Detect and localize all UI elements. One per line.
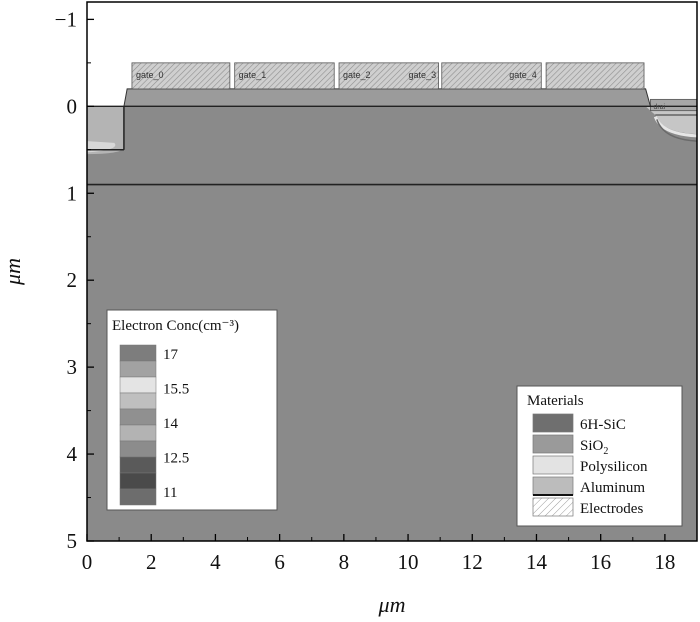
conc-label: 17 [163,347,179,363]
x-tick-label: 6 [274,550,285,574]
gate-oxide-layer [123,88,652,107]
y-tick-label: 0 [67,94,78,118]
gate-label: gate_4 [509,70,537,80]
conc-label: 11 [163,485,177,501]
x-tick-label: 4 [210,550,221,574]
y-tick-label: −1 [55,7,77,31]
material-label: 6H-SiC [580,417,626,433]
x-tick-label: 14 [526,550,548,574]
x-tick-label: 16 [590,550,611,574]
x-tick-label: 8 [339,550,350,574]
material-swatch [532,455,574,475]
conc-label: 14 [163,416,179,432]
materials-legend-title: Materials [527,393,584,409]
x-tick-label: 2 [146,550,157,574]
material-label: Polysilicon [580,459,648,475]
material-label: Aluminum [580,480,645,496]
conc-swatch [119,440,157,458]
gate-label: gate_3 [409,70,437,80]
gate-electrode [131,62,231,90]
conc-swatch [119,472,157,490]
materials-legend: Materials 6H-SiC SiO2 Polysilicon Aluminum El… [516,385,683,527]
drain-junction-dark [656,119,698,142]
material-label: Electrodes [580,501,643,517]
material-swatch [532,476,574,496]
material-swatch [532,434,574,454]
material-swatch [532,497,574,517]
electron-conc-legend: Electron Conc(cm⁻³) 17 15.5 14 12.5 11 [106,309,278,511]
x-tick-label: 0 [82,550,93,574]
x-tick-label: 12 [462,550,483,574]
gate-electrode [441,62,542,90]
y-tick-label: 1 [67,181,78,205]
y-axis-label: μm [0,258,25,286]
x-axis-label: μm [378,592,406,617]
x-tick-label: 10 [398,550,419,574]
gate-label: gate_0 [136,70,164,80]
drain-region [645,106,697,135]
gate-label: gate_1 [239,70,267,80]
x-tick-label: 18 [654,550,675,574]
conc-swatch [119,344,157,362]
conc-label: 15.5 [163,382,189,398]
conc-swatch [119,488,157,506]
conc-swatch [119,392,157,410]
y-tick-label: 2 [67,268,78,292]
gate-electrode [338,62,439,90]
y-tick-label: 4 [67,442,78,466]
material-label: SiO2 [580,438,608,457]
conc-label: 12.5 [163,451,189,467]
y-tick-label: 5 [67,529,78,553]
drain-label: drai [653,104,665,111]
plot-frame [86,1,698,542]
gate-label: gate_2 [343,70,371,80]
conc-swatch [119,456,157,474]
conc-swatch [119,408,157,426]
gate-electrode [545,62,645,90]
conc-swatch [119,376,157,394]
material-swatch [532,413,574,433]
conc-swatch [119,360,157,378]
electron-conc-legend-title: Electron Conc(cm⁻³) [112,318,239,334]
conc-swatch [119,424,157,442]
y-tick-label: 3 [67,355,78,379]
gate-electrode [234,62,335,90]
